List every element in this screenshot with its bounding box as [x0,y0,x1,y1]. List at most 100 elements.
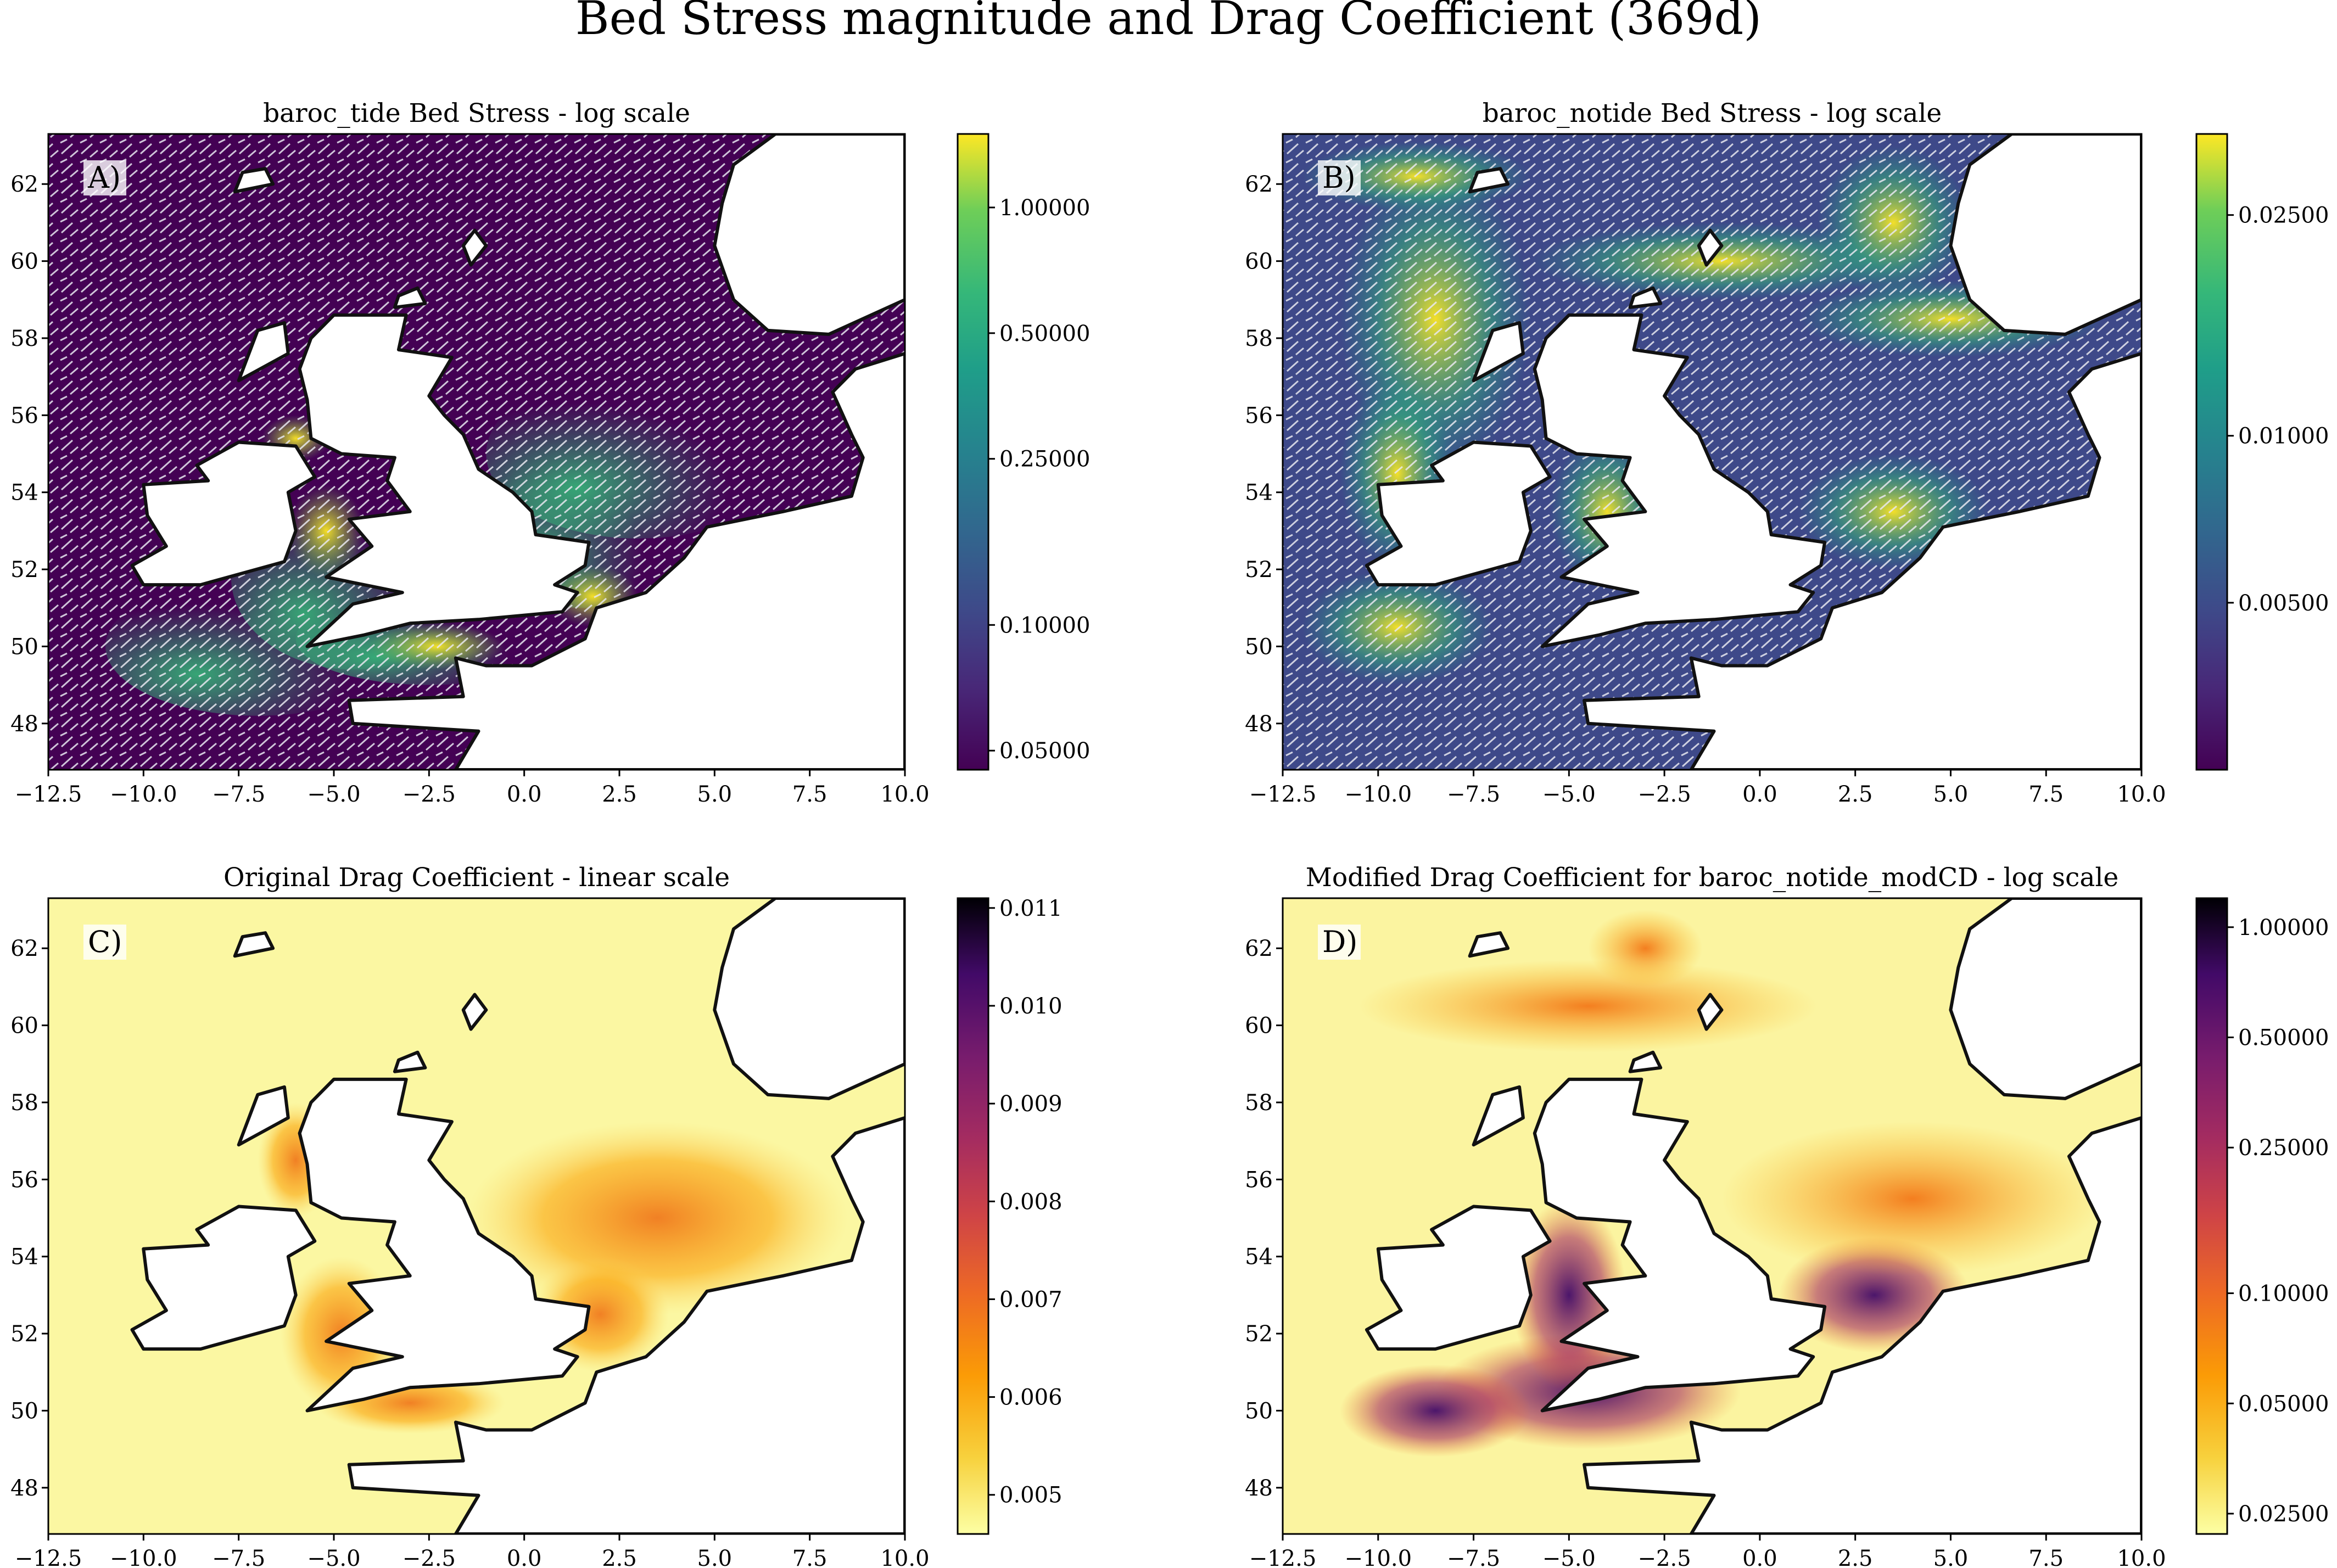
heatmap-region [467,1122,848,1314]
land-mask [1628,1050,1663,1073]
x-tick-label: 10.0 [2117,782,2166,807]
land-mask [237,321,290,383]
colorbar: 0.02500 0.05000 0.10000 0.25000 0.50000 1.000… [2195,897,2329,1535]
y-tick-label: 58 [10,1090,38,1116]
colorbar-frame [2195,133,2228,771]
x-tick-label: 0.0 [1742,1546,1777,1568]
y-tick-label: 54 [1245,480,1273,506]
x-tick-label: 10.0 [880,782,929,807]
x-tick-label: −5.0 [1542,782,1596,807]
land-mask [1697,228,1724,267]
panel-label: D) [1322,925,1357,959]
y-tick-label: 50 [10,634,38,659]
colorbar-gradient [2196,134,2227,770]
colorbar-tick-label: 0.02500 [2238,1502,2329,1527]
colorbar: 0.00500 0.01000 0.02500 [2195,133,2329,771]
y-tick-label: 48 [10,1476,38,1501]
x-tick-label: −12.5 [1249,1546,1317,1568]
panel-label: A) [87,160,121,195]
colorbar-frame [957,897,989,1535]
land-mask [1365,1205,1552,1351]
colorbar-gradient [958,134,988,770]
x-tick-label: −7.5 [1447,1546,1500,1568]
panel-label: B) [1322,160,1356,195]
panel-c: Original Drag Coefficient - linear scale… [10,863,1062,1568]
y-tick-label: 60 [10,249,38,275]
colorbar-tick-label: 0.02500 [2238,203,2329,228]
y-tick-label: 62 [1245,936,1273,961]
colorbar-tick-label: 0.50000 [2238,1026,2329,1051]
land-mask [713,134,905,336]
heatmap-field [48,898,905,1534]
colorbar-tick-label: 0.01000 [2238,424,2329,449]
land-mask [393,286,427,309]
y-tick-label: 54 [10,1245,38,1270]
colorbar-tick-label: 0.25000 [999,447,1090,472]
colorbar-tick-label: 1.00000 [2238,915,2329,940]
land-mask [1472,321,1525,383]
x-tick-label: −5.0 [307,1546,360,1568]
land-mask [347,1116,905,1534]
x-tick-label: −2.5 [1638,782,1691,807]
heatmap-region [1588,910,1703,987]
panel-title: Original Drag Coefficient - linear scale [223,863,730,893]
x-tick-label: 2.5 [1838,782,1873,807]
y-tick-label: 52 [1245,557,1273,583]
land-mask [1583,352,2142,770]
heatmap-field [48,134,905,770]
land-mask [130,440,317,587]
land-mask [347,352,905,770]
panel-label-box [1318,160,1361,195]
x-tick-label: −2.5 [402,782,456,807]
colorbar-tick-label: 0.005 [999,1483,1063,1508]
panel-label-box [83,160,126,195]
panel-d: Modified Drag Coefficient for baroc_noti… [1245,863,2329,1568]
colorbar-tick-label: 0.006 [999,1385,1063,1410]
colorbar: 0.05000 0.10000 0.25000 0.50000 1.00000 [957,133,1090,771]
panel-title: baroc_notide Bed Stress - log scale [1483,98,1942,128]
colorbar-frame [2195,897,2228,1535]
x-tick-label: 10.0 [2117,1546,2166,1568]
heatmap-field [1283,134,2142,770]
colorbar-tick-label: 0.05000 [2238,1391,2329,1416]
x-tick-label: −5.0 [307,782,360,807]
heatmap-region [1340,1364,1531,1457]
x-tick-label: −2.5 [402,1546,456,1568]
land-mask [393,1050,427,1073]
panels: baroc_tide Bed Stress - log scale A) −12.5… [10,98,2329,1568]
axes-frame [47,133,906,771]
x-tick-label: 5.0 [697,1546,733,1568]
y-tick-label: 60 [1245,249,1273,275]
x-tick-label: −12.5 [1249,782,1317,807]
colorbar-tick-label: 0.007 [999,1287,1063,1312]
land-mask [461,993,488,1031]
x-tick-label: 7.5 [792,1546,828,1568]
x-tick-label: −7.5 [212,1546,265,1568]
colorbar-frame [957,133,989,771]
land-mask [1468,167,1510,194]
y-tick-label: 54 [1245,1245,1273,1270]
colorbar-tick-label: 0.05000 [999,738,1090,764]
land-mask [713,898,905,1100]
land-mask [1949,134,2142,336]
x-tick-label: −10.0 [1344,782,1412,807]
land-mask [1365,440,1552,587]
land-mask [1533,313,1827,648]
y-tick-label: 50 [10,1398,38,1424]
panel-a: baroc_tide Bed Stress - log scale A) −12.5… [10,98,1090,807]
land-mask [130,1205,317,1351]
x-tick-label: −7.5 [1447,782,1500,807]
axes-frame [47,897,906,1535]
colorbar-gradient [958,898,988,1534]
axes-frame [1282,133,2143,771]
y-tick-label: 56 [1245,403,1273,428]
x-tick-label: −5.0 [1542,1546,1596,1568]
y-tick-label: 62 [10,936,38,961]
x-tick-label: −12.5 [15,782,82,807]
land-mask [298,1077,591,1413]
land-mask [1472,1085,1525,1147]
colorbar-tick-label: 0.009 [999,1091,1063,1117]
y-tick-label: 52 [10,557,38,583]
x-tick-label: 5.0 [1933,1546,1969,1568]
